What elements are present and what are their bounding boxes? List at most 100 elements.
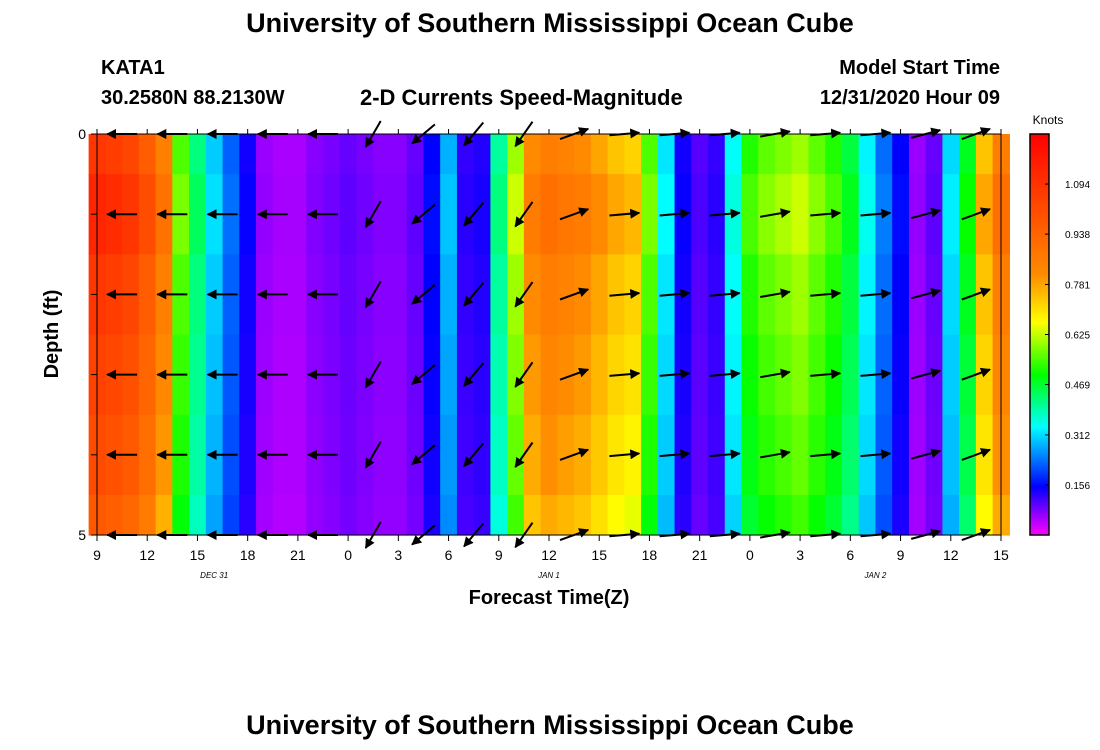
x-tick-label: 6	[846, 547, 854, 563]
heatmap-cell	[858, 494, 877, 536]
x-tick-label: 3	[796, 547, 804, 563]
y-tick-label: 5	[78, 527, 86, 543]
heatmap-cell	[456, 414, 475, 496]
heatmap-cell	[256, 494, 274, 536]
heatmap-cell	[473, 494, 492, 536]
colorbar-tick-label: 1.094	[1065, 180, 1090, 191]
heatmap-cell	[306, 494, 324, 536]
y-tick-label: 0	[78, 126, 86, 142]
heatmap-cell	[741, 134, 759, 175]
x-tick-label: 12	[139, 547, 155, 563]
heatmap-cell	[791, 334, 810, 416]
heatmap-cell	[339, 254, 358, 336]
current-vector	[559, 367, 590, 381]
heatmap-cell	[239, 134, 257, 175]
current-vector	[411, 524, 436, 546]
current-vector	[659, 208, 691, 219]
heatmap-cell	[189, 494, 207, 536]
heatmap-cell	[557, 254, 575, 336]
current-vector	[760, 128, 791, 138]
current-vector	[559, 287, 590, 301]
heatmap-cell	[758, 494, 776, 536]
current-vector	[609, 288, 641, 299]
heatmap-cell	[624, 494, 642, 536]
heatmap-cell	[389, 174, 408, 255]
heatmap-cell	[641, 254, 659, 336]
heatmap-cell	[272, 494, 291, 536]
heatmap-cell	[373, 254, 391, 336]
heatmap-cell	[456, 494, 475, 536]
heatmap-cell	[440, 414, 458, 496]
heatmap-cell	[523, 494, 542, 536]
heatmap-cell	[507, 494, 525, 536]
heatmap-cell	[289, 134, 307, 175]
heatmap-cell	[641, 414, 659, 496]
heatmap-cell	[624, 134, 642, 175]
heatmap-cell	[122, 494, 140, 536]
current-vector	[709, 449, 741, 460]
heatmap-cell	[942, 414, 960, 496]
heatmap-cell	[339, 334, 358, 416]
current-vector	[961, 528, 991, 542]
heatmap-cell	[490, 494, 508, 536]
heatmap-cell	[423, 414, 441, 496]
heatmap-cell	[456, 134, 475, 175]
heatmap-cell	[791, 414, 810, 496]
heatmap-cell	[942, 254, 960, 336]
current-vector	[910, 528, 942, 540]
heatmap-cell	[356, 134, 374, 175]
x-tick-label: 9	[495, 547, 503, 563]
heatmap-cell	[590, 174, 609, 255]
heatmap-cell	[239, 254, 257, 336]
current-vector	[411, 364, 436, 385]
heatmap-cell	[724, 134, 743, 175]
x-tick-label: 15	[591, 547, 607, 563]
heatmap-cell	[892, 254, 910, 336]
current-vector	[559, 207, 590, 221]
heatmap-cell	[641, 494, 659, 536]
current-vector	[709, 369, 741, 380]
current-vector	[910, 448, 942, 460]
heatmap-cell	[122, 134, 140, 175]
heatmap-cell	[841, 254, 860, 336]
x-tick-label: 12	[541, 547, 557, 563]
heatmap-cell	[758, 414, 776, 496]
heatmap-cell	[440, 494, 458, 536]
current-vector	[709, 288, 741, 299]
current-vector	[709, 529, 741, 540]
heatmap-cell	[440, 174, 458, 255]
heatmap-cell	[892, 134, 910, 175]
heatmap-cell	[841, 494, 860, 536]
heatmap-cell	[908, 334, 927, 416]
heatmap-cell	[189, 174, 207, 255]
current-vector	[411, 284, 436, 305]
x-tick-label: 9	[897, 547, 905, 563]
heatmap-cell	[975, 414, 994, 496]
heatmap-cell	[641, 134, 659, 175]
heatmap-cell	[356, 334, 374, 416]
heatmap-cell	[356, 494, 374, 536]
heatmap-cell	[507, 414, 525, 496]
current-vector	[463, 282, 485, 307]
heatmap-cell	[741, 414, 759, 496]
heatmap-cell	[289, 174, 307, 255]
heatmap-cell	[456, 254, 475, 336]
current-vector	[961, 448, 991, 461]
y-axis: 05	[78, 126, 97, 543]
heatmap-cell	[239, 414, 257, 496]
current-vector	[514, 201, 534, 228]
heatmap-cell	[507, 174, 525, 255]
heatmap-cell	[557, 494, 575, 536]
current-vector	[609, 369, 641, 380]
heatmap-cell	[708, 494, 726, 536]
date-label: DEC 31	[200, 571, 228, 580]
heatmap-cell	[841, 174, 860, 255]
heatmap-cell	[724, 494, 743, 536]
heatmap-cell	[490, 174, 508, 255]
heatmap-cell	[389, 414, 408, 496]
heatmap-cell	[892, 494, 910, 536]
heatmap-cell	[406, 254, 425, 336]
heatmap-cell	[406, 414, 425, 496]
x-tick-label: 18	[642, 547, 658, 563]
heatmap-cell	[406, 494, 425, 536]
